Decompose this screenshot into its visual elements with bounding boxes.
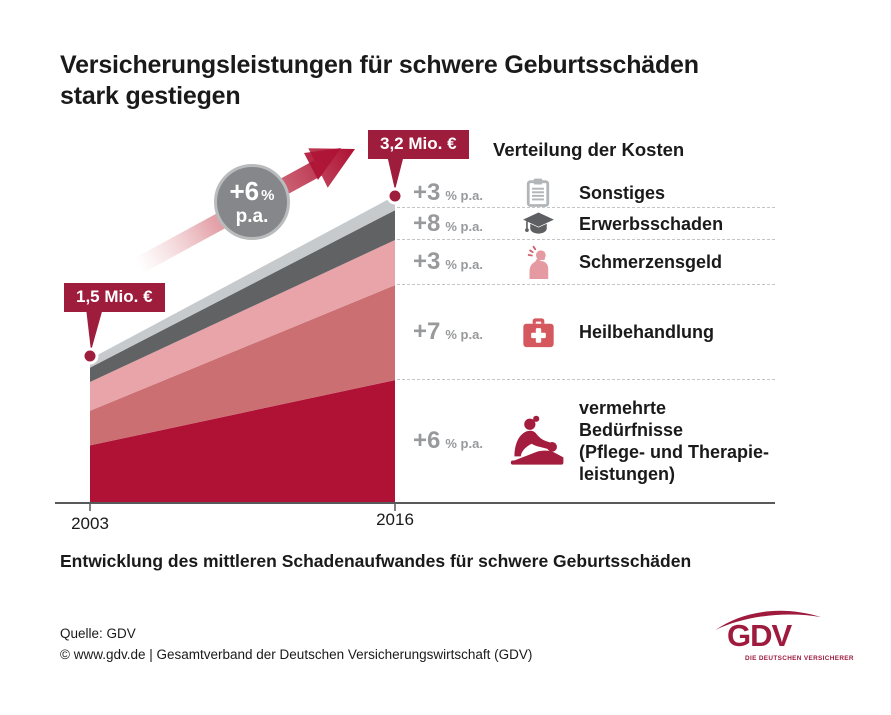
copyright-line: © www.gdv.de | Gesamtverband der Deutsch… bbox=[60, 647, 533, 662]
rate-vermehrte-beduerfnisse: +6 % p.a. bbox=[413, 427, 509, 455]
area-bands bbox=[90, 195, 395, 503]
rate-unit: % p.a. bbox=[445, 327, 483, 342]
clipboard-icon bbox=[509, 177, 567, 208]
graduation-cap-icon bbox=[509, 211, 567, 236]
legend-row-erwerbsschaden: +8 % p.a. Erwerbsschaden bbox=[397, 208, 775, 240]
start-value-flag: 1,5 Mio. € bbox=[64, 283, 165, 312]
first-aid-kit-icon bbox=[509, 316, 567, 349]
rate-schmerzensgeld: +3 % p.a. bbox=[413, 248, 509, 276]
chart-caption: Entwicklung des mittleren Schadenaufwand… bbox=[60, 551, 692, 571]
rate-value: +3 bbox=[413, 178, 441, 206]
legend-row-sonstiges: +3 % p.a. Sonstiges bbox=[397, 168, 775, 208]
rate-unit: % p.a. bbox=[445, 218, 483, 234]
rate-value: +7 bbox=[413, 318, 441, 345]
area-band-0 bbox=[90, 380, 395, 503]
legend-row-vermehrte-beduerfnisse: +6 % p.a. vermehrte Bedürfnisse bbox=[397, 380, 775, 501]
area-band-2 bbox=[90, 240, 395, 411]
pain-person-icon bbox=[509, 245, 567, 279]
rate-unit: % p.a. bbox=[445, 435, 483, 451]
gdv-logo: GDV DIE DEUTSCHEN VERSICHERER bbox=[701, 604, 854, 676]
start-point-marker bbox=[81, 347, 99, 365]
logo-swoosh-icon bbox=[715, 610, 822, 631]
end-value-flag: 3,2 Mio. € bbox=[368, 130, 469, 159]
label-line1: vermehrte Bedürfnisse bbox=[579, 397, 684, 440]
cost-distribution-legend: +3 % p.a. Sonstiges +8 bbox=[397, 168, 775, 501]
label-schmerzensgeld: Schmerzensgeld bbox=[579, 252, 723, 272]
rate-heilbehandlung: +7 % p.a. bbox=[413, 318, 509, 346]
x-tick-2003: 2003 bbox=[71, 514, 109, 533]
logo-brand-text: GDV bbox=[727, 618, 792, 653]
label-erwerbsschaden: Erwerbsschaden bbox=[579, 213, 724, 234]
massage-icon bbox=[509, 410, 567, 472]
rate-unit: % p.a. bbox=[445, 187, 483, 203]
start-flag-pointer bbox=[86, 308, 103, 351]
label-line3: leistungen) bbox=[579, 463, 676, 484]
growth-rate-badge: +6% p.a. bbox=[214, 164, 290, 240]
growth-rate-value: +6 bbox=[229, 176, 260, 206]
rate-unit: % p.a. bbox=[445, 257, 483, 272]
label-vermehrte-beduerfnisse: vermehrte Bedürfnisse (Pflege- und Thera… bbox=[579, 397, 775, 485]
rate-sonstiges: +3 % p.a. bbox=[413, 179, 509, 207]
x-tick-2016: 2016 bbox=[376, 510, 414, 529]
legend-heading: Verteilung der Kosten bbox=[493, 139, 685, 160]
legend-row-heilbehandlung: +7 % p.a. Heilbehandlung bbox=[397, 285, 775, 380]
logo-tagline-text: DIE DEUTSCHEN VERSICHERER bbox=[745, 655, 854, 662]
label-heilbehandlung: Heilbehandlung bbox=[579, 322, 714, 342]
rate-value: +6 bbox=[413, 426, 441, 454]
page-title: Versicherungsleistungen für schwere Gebu… bbox=[60, 50, 699, 112]
rate-erwerbsschaden: +8 % p.a. bbox=[413, 210, 509, 238]
page-title-line1: Versicherungsleistungen für schwere Gebu… bbox=[60, 51, 699, 79]
growth-rate-percent-sign: % bbox=[261, 187, 275, 204]
page-title-line2: stark gestiegen bbox=[60, 82, 241, 110]
source-line: Quelle: GDV bbox=[60, 626, 136, 641]
label-sonstiges: Sonstiges bbox=[579, 182, 666, 203]
rate-value: +3 bbox=[413, 248, 441, 275]
growth-rate-period: p.a. bbox=[235, 206, 269, 227]
label-line2: (Pflege- und Therapie- bbox=[579, 441, 770, 462]
legend-row-schmerzensgeld: +3 % p.a. Schmerzensgeld bbox=[397, 240, 775, 285]
rate-value: +8 bbox=[413, 209, 441, 237]
